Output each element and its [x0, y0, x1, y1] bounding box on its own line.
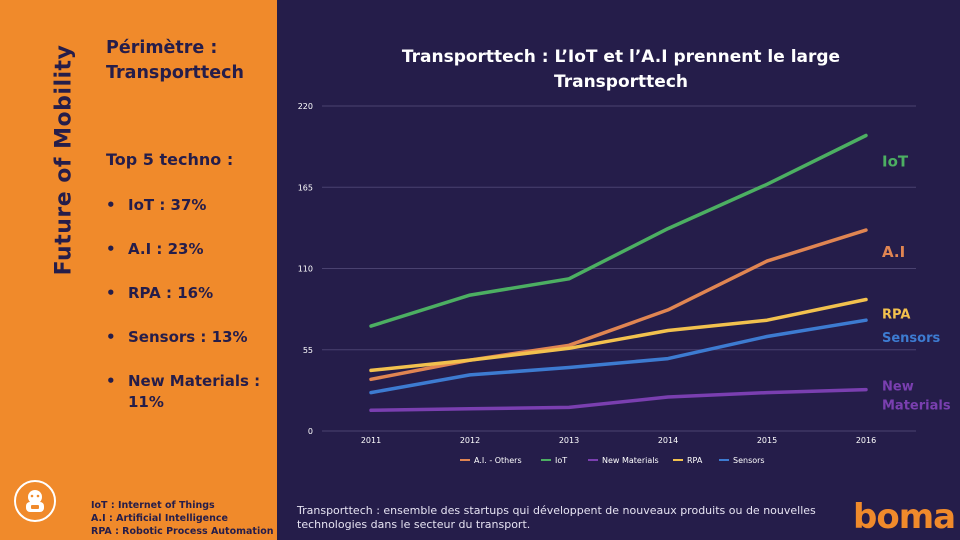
bullet-dot: •: [106, 196, 116, 214]
series-line-iot: [369, 133, 868, 328]
y-tick-label: 0: [308, 427, 313, 436]
x-tick-label: 2014: [658, 436, 678, 445]
list-item-label: A.I : 23%: [128, 240, 204, 258]
bullet-dot: •: [106, 372, 116, 390]
legend-label: IoT: [555, 456, 567, 465]
list-item: • Sensors : 13%: [106, 327, 271, 348]
robot-icon: [26, 490, 44, 512]
abbreviation-ai: A.I : Artificial Intelligence: [91, 513, 228, 524]
footnote: Transporttech : ensemble des startups qu…: [297, 504, 816, 531]
y-tick-label: 55: [303, 346, 313, 355]
tech-list: • IoT : 37% • A.I : 23% • RPA : 16% • Sensor…: [106, 195, 271, 436]
perimetre-title: Périmètre : Transporttech: [106, 38, 244, 83]
series-line-new-materials: [369, 387, 868, 413]
robot-logo: [14, 480, 56, 522]
chart-title: Transporttech : L’IoT et l’A.I prennent …: [401, 47, 841, 92]
series-line-sensors: [369, 318, 868, 395]
x-tick-label: 2015: [757, 436, 777, 445]
x-tick-label: 2016: [856, 436, 876, 445]
y-tick-label: 110: [298, 265, 313, 274]
abbreviation-rpa: RPA : Robotic Process Automation: [91, 526, 274, 537]
end-label-a-i: A.I: [882, 243, 905, 261]
end-label-new-materials: New Materials: [882, 380, 951, 414]
vertical-strip: [0, 0, 78, 540]
x-tick-label: 2012: [460, 436, 480, 445]
boma-logo: boma: [853, 497, 956, 537]
top5-title: Top 5 techno :: [106, 150, 234, 169]
vertical-title: Future of Mobility: [51, 44, 77, 276]
list-item: • IoT : 37%: [106, 195, 271, 216]
list-item-label: RPA : 16%: [128, 284, 214, 302]
list-item-label: New Materials : 11%: [128, 372, 261, 411]
x-tick-label: 2013: [559, 436, 579, 445]
legend-label: New Materials: [602, 456, 659, 465]
end-label-sensors: Sensors: [882, 331, 941, 346]
y-tick-label: 220: [298, 102, 313, 111]
list-item-label: Sensors : 13%: [128, 328, 248, 346]
end-label-iot: IoT: [882, 153, 909, 171]
list-item-label: IoT : 37%: [128, 196, 207, 214]
legend-label: Sensors: [733, 456, 765, 465]
bullet-dot: •: [106, 240, 116, 258]
list-item: • RPA : 16%: [106, 283, 271, 304]
x-tick-label: 2011: [361, 436, 381, 445]
legend-label: RPA: [687, 456, 703, 465]
end-label-rpa: RPA: [882, 308, 910, 323]
list-item: • A.I : 23%: [106, 239, 271, 260]
list-item: • New Materials : 11%: [106, 371, 271, 413]
series-line-rpa: [369, 297, 868, 373]
y-tick-label: 165: [298, 183, 313, 192]
abbreviation-iot: IoT : Internet of Things: [91, 500, 215, 511]
line-chart: 0 55 110 165 220 2011 2012 2013 2014 2015 2016 A.I I…: [298, 102, 951, 465]
bullet-dot: •: [106, 284, 116, 302]
legend-label: A.I. - Others: [474, 456, 522, 465]
bullet-dot: •: [106, 328, 116, 346]
abbreviations: IoT : Internet of Things A.I : Artificia…: [91, 499, 274, 538]
